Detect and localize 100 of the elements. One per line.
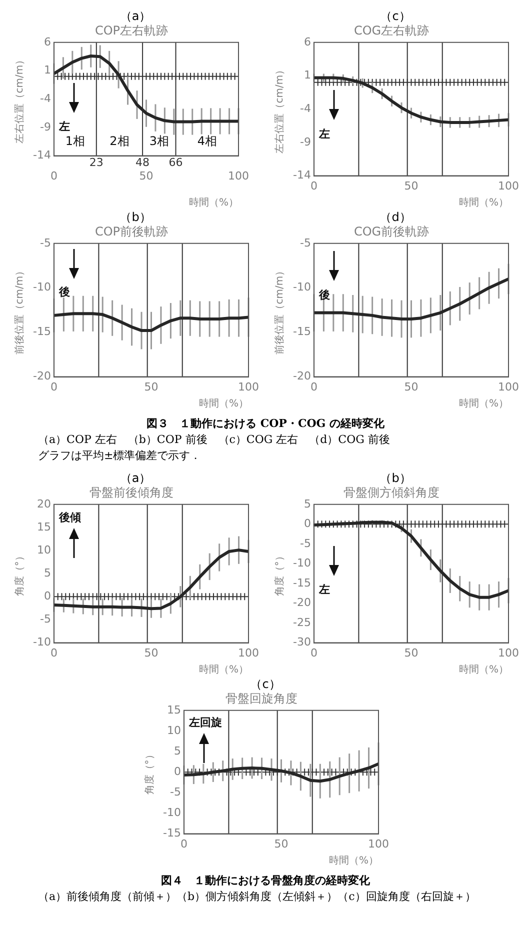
annotation: 左 <box>318 127 330 140</box>
annotation: 後傾 <box>58 510 81 524</box>
y-tick-label: -10 <box>293 556 311 570</box>
chart-subtitle: （c） <box>379 8 412 24</box>
chart-title: 骨盤前後傾角度 <box>90 485 174 500</box>
y-tick-label: 15 <box>166 703 181 716</box>
y-tick-label: 5 <box>44 566 51 580</box>
y-tick-label: -15 <box>33 325 51 338</box>
chart-title: COG左右軌跡 <box>354 23 430 38</box>
y-tick-label: -14 <box>293 168 311 182</box>
text: （a）前後傾角度（前傾＋）（b）側方傾斜角度（左傾斜＋）（c）回旋角度（右回旋＋） <box>37 889 477 905</box>
annotation: 3相 <box>149 134 169 148</box>
y-tick-label: 10 <box>166 724 181 737</box>
text: グラフは平均±標準偏差で示す． <box>37 448 202 464</box>
x-tick-label: 100 <box>238 646 259 660</box>
y-tick-label: 1 <box>304 68 311 82</box>
y-tick-label: -5 <box>300 236 311 250</box>
caption: 図４ １動作における骨盤角度の経時変化 <box>160 873 371 889</box>
y-tick-label: -10 <box>33 280 51 294</box>
y-tick-label: 5 <box>174 744 181 758</box>
x-tick-label: 50 <box>404 646 418 660</box>
y-axis-title: 角度（°） <box>14 551 26 596</box>
y-axis-title: 前後位置（cm/m） <box>14 266 26 354</box>
y-tick-label: -15 <box>293 325 311 338</box>
y-tick-label: -20 <box>293 370 311 383</box>
chart-title: COG前後軌跡 <box>354 224 430 238</box>
y-tick-label: -10 <box>33 636 51 649</box>
caption: 図３ １動作における COP・COG の経時変化 <box>146 416 386 432</box>
y-tick-label: -4 <box>300 102 311 115</box>
x-tick-label: 50 <box>144 380 158 394</box>
ref-line-label: 66 <box>168 156 183 170</box>
y-tick-label: 0 <box>44 590 51 603</box>
x-axis-title: 時間（%） <box>328 854 378 867</box>
y-tick-label: -9 <box>40 120 51 134</box>
chart-subtitle: （b） <box>118 209 152 225</box>
annotation: 2相 <box>110 134 130 148</box>
y-tick-label: 6 <box>304 35 311 48</box>
y-axis-title: 左右位置（cm/m） <box>274 64 286 154</box>
y-tick-label: 0 <box>174 764 181 778</box>
y-tick-label: -10 <box>293 280 311 294</box>
y-tick-label: 1 <box>44 64 51 77</box>
chart-subtitle: （a） <box>118 8 152 24</box>
x-tick-label: 100 <box>498 380 519 394</box>
x-tick-label: 50 <box>144 646 158 660</box>
chart-title: COP前後軌跡 <box>94 224 168 238</box>
x-tick-label: 50 <box>404 179 418 192</box>
y-tick-label: -30 <box>293 636 311 649</box>
y-tick-label: -20 <box>33 370 51 383</box>
x-tick-label: 100 <box>238 380 259 394</box>
y-tick-label: -5 <box>40 236 51 250</box>
annotation: 左 <box>58 120 70 134</box>
chart-title: COP左右軌跡 <box>94 23 168 38</box>
annotation: 1相 <box>65 134 86 148</box>
annotation: 後 <box>318 288 330 302</box>
y-tick-label: -5 <box>300 536 311 550</box>
x-axis-title: 時間（%） <box>188 196 238 209</box>
chart-title: 骨盤側方傾斜角度 <box>344 485 440 500</box>
chart-subtitle: （a） <box>118 470 152 486</box>
y-tick-label: 10 <box>36 543 51 556</box>
chart-subtitle: （d） <box>378 209 412 225</box>
x-tick-label: 100 <box>498 646 519 660</box>
x-axis-title: 時間（%） <box>198 664 248 676</box>
y-tick-label: -5 <box>170 786 181 799</box>
x-tick-label: 100 <box>498 179 519 192</box>
chart-title: 骨盤回旋角度 <box>226 691 298 706</box>
x-tick-label: 50 <box>274 837 288 850</box>
chart-subtitle: （b） <box>378 470 412 486</box>
y-tick-label: -25 <box>293 616 311 629</box>
y-tick-label: -14 <box>33 148 51 162</box>
y-tick-label: 15 <box>36 520 51 534</box>
x-axis-title: 時間（%） <box>458 664 508 676</box>
ref-line-label: 23 <box>89 156 104 170</box>
y-tick-label: -15 <box>163 826 181 840</box>
y-axis-title: 左右位置（cm/m） <box>14 54 26 144</box>
x-axis-title: 時間（%） <box>458 196 508 209</box>
y-axis-title: 角度（°） <box>144 750 156 795</box>
x-axis-title: 時間（%） <box>198 398 248 410</box>
y-tick-label: -20 <box>293 596 311 610</box>
x-tick-label: 50 <box>404 380 418 394</box>
y-tick-label: 20 <box>36 497 51 510</box>
x-tick-label: 100 <box>228 169 249 182</box>
annotation: 左 <box>318 582 330 596</box>
ref-line-label: 48 <box>136 156 150 170</box>
x-axis-title: 時間（%） <box>458 398 508 410</box>
annotation: 4相 <box>197 134 217 148</box>
x-tick-label: 100 <box>368 837 389 850</box>
y-tick-label: 0 <box>304 517 311 530</box>
y-tick-label: -10 <box>163 806 181 820</box>
chart-subtitle: （c） <box>249 676 282 692</box>
annotation: 後 <box>58 286 70 299</box>
y-tick-label: -4 <box>40 92 51 105</box>
y-axis-title: 前後位置（cm/m） <box>274 266 286 354</box>
annotation: 左回旋 <box>188 716 222 730</box>
y-tick-label: -9 <box>300 135 311 148</box>
y-tick-label: -5 <box>40 612 51 626</box>
y-tick-label: 6 <box>44 35 51 48</box>
y-tick-label: 5 <box>304 497 311 510</box>
text: （a）COP 左右 （b）COP 前後 （c）COG 左右 （d）COG 前後 <box>37 432 391 448</box>
x-tick-label: 50 <box>139 169 154 182</box>
y-tick-label: -15 <box>293 576 311 590</box>
